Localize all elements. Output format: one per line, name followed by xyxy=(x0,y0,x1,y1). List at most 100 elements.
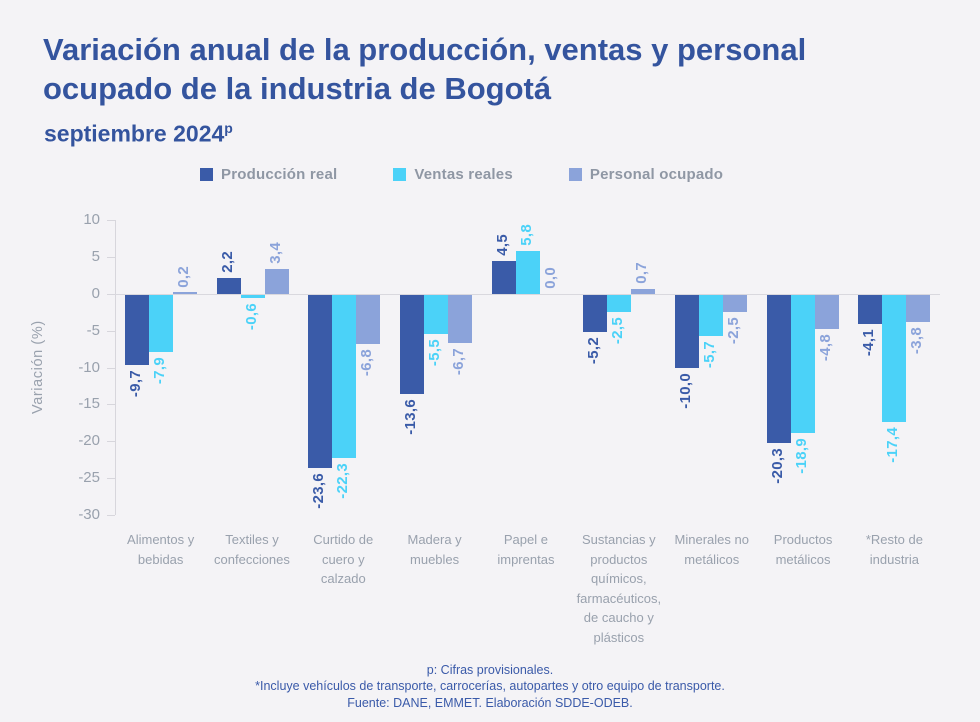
legend: Producción real Ventas reales Personal o… xyxy=(200,166,723,183)
bar-value-label-ventas-reales: -17,4 xyxy=(884,427,902,463)
bar-value-label-personal-ocupado: -3,8 xyxy=(908,326,926,354)
bar-value-label-producci-n-real: -13,6 xyxy=(401,399,419,435)
bar-chart: Variación (%) -9,7 2,2 -23,6 -13,6 4,5 -5,2 -1… xyxy=(0,205,980,655)
x-category-label: Textiles y confecciones xyxy=(214,532,290,567)
bar-value-label-ventas-reales: -18,9 xyxy=(792,438,810,474)
bar-value-label-producci-n-real: -20,3 xyxy=(768,448,786,485)
y-tick-mark xyxy=(107,293,115,295)
legend-swatch-icon xyxy=(568,168,582,181)
x-category-label: Papel e imprentas xyxy=(497,532,555,567)
bar-value-label-ventas-reales: 5,8 xyxy=(517,224,535,246)
y-tick-mark xyxy=(107,330,115,332)
y-tick-mark xyxy=(107,441,115,443)
bar-producci-n-real xyxy=(124,293,149,366)
bar-producci-n-real xyxy=(583,293,608,333)
bar-value-label-producci-n-real: -9,7 xyxy=(126,370,144,398)
y-tick-label: -30 xyxy=(78,506,100,523)
y-tick-mark xyxy=(107,256,115,258)
bar-producci-n-real xyxy=(766,293,791,444)
bar-personal-ocupado xyxy=(172,292,197,294)
x-category-label: Minerales no metálicos xyxy=(674,532,749,567)
y-tick-label: -25 xyxy=(78,469,100,487)
x-category-label: Sustancias y productos químicos, farmacé… xyxy=(576,532,662,645)
bar-ventas-reales xyxy=(148,293,173,352)
bar-personal-ocupado xyxy=(906,293,931,322)
x-axis-labels: Alimentos y bebidas Textiles y confeccion… xyxy=(115,530,940,647)
y-tick-mark xyxy=(107,515,115,516)
bar-value-label-ventas-reales: -5,7 xyxy=(700,340,718,368)
legend-label: Producción real xyxy=(221,166,338,183)
bar-value-label-personal-ocupado: -2,5 xyxy=(724,317,742,345)
y-tick-mark xyxy=(107,367,115,369)
bar-value-label-producci-n-real: -23,6 xyxy=(310,472,328,509)
bar-ventas-reales xyxy=(790,293,815,434)
bar-ventas-reales xyxy=(607,293,632,313)
bar-value-label-personal-ocupado: 0,2 xyxy=(174,265,192,288)
legend-swatch-icon xyxy=(393,168,407,181)
plot-area: -9,7 2,2 -23,6 -13,6 4,5 -5,2 -10,0 -20,3 -4,1 -7… xyxy=(115,220,940,515)
bar-producci-n-real xyxy=(491,260,516,294)
bar-producci-n-real xyxy=(399,293,424,395)
x-category-label: *Resto de industria xyxy=(865,532,923,567)
bar-value-label-producci-n-real: -4,1 xyxy=(860,328,878,357)
bar-value-label-personal-ocupado: -6,7 xyxy=(449,348,467,376)
bar-value-label-producci-n-real: 4,5 xyxy=(493,233,511,256)
footnotes: p: Cifras provisionales. *Incluye vehícu… xyxy=(0,662,980,711)
y-axis-line xyxy=(115,220,116,515)
footnote-source: Fuente: DANE, EMMET. Elaboración SDDE-OD… xyxy=(347,695,633,710)
y-tick-label: -5 xyxy=(86,321,100,339)
bar-ventas-reales xyxy=(882,293,907,423)
bar-personal-ocupado xyxy=(447,293,472,344)
subtitle: septiembre 2024p xyxy=(44,120,233,148)
bar-personal-ocupado xyxy=(356,293,381,344)
page-title: Variación anual de la producción, ventas… xyxy=(43,32,807,107)
bar-producci-n-real xyxy=(858,293,883,324)
bar-producci-n-real xyxy=(674,293,699,368)
y-tick-label: 10 xyxy=(83,211,100,228)
x-category-label: Productos metálicos xyxy=(773,532,833,567)
bar-value-label-producci-n-real: -10,0 xyxy=(676,372,694,409)
y-tick-label: -15 xyxy=(78,395,100,413)
y-tick-mark xyxy=(107,404,115,406)
bar-value-label-ventas-reales: -5,5 xyxy=(425,339,443,367)
bar-value-label-personal-ocupado: 0,7 xyxy=(633,261,651,284)
legend-item-personal-ocupado: Personal ocupado xyxy=(568,166,724,183)
bar-personal-ocupado xyxy=(722,293,747,313)
y-tick-label: 5 xyxy=(91,247,100,265)
y-tick-label: -20 xyxy=(78,432,100,450)
legend-item-ventas-reales: Ventas reales xyxy=(393,166,513,183)
footnote-provisional: p: Cifras provisionales. xyxy=(426,663,554,677)
subtitle-superscript: p xyxy=(224,120,233,136)
y-tick-label: -10 xyxy=(78,358,100,376)
bar-ventas-reales xyxy=(332,293,357,459)
legend-label: Ventas reales xyxy=(414,166,513,183)
legend-swatch-icon xyxy=(200,168,213,181)
bar-ventas-reales xyxy=(423,293,448,335)
bar-value-label-ventas-reales: -7,9 xyxy=(150,357,168,385)
y-axis-title: Variación (%) xyxy=(30,320,46,415)
x-category-label: Curtido de cuero y calzado xyxy=(313,532,374,586)
x-category-label: Madera y muebles xyxy=(407,532,462,567)
bar-personal-ocupado xyxy=(814,293,839,330)
bar-value-label-producci-n-real: -5,2 xyxy=(585,337,603,365)
legend-item-produccion-real: Producción real xyxy=(200,166,337,183)
y-tick-mark xyxy=(107,478,115,480)
bar-producci-n-real xyxy=(216,277,241,294)
y-tick-mark xyxy=(107,220,115,221)
zero-line xyxy=(115,293,940,295)
x-category-label: Alimentos y bebidas xyxy=(127,532,195,567)
legend-label: Personal ocupado xyxy=(589,166,724,183)
bar-value-label-personal-ocupado: -6,8 xyxy=(358,348,376,376)
y-tick-label: 0 xyxy=(91,284,100,302)
bar-ventas-reales xyxy=(515,250,540,294)
bar-value-label-personal-ocupado: 3,4 xyxy=(266,241,284,264)
bar-value-label-producci-n-real: 2,2 xyxy=(218,250,236,273)
bar-ventas-reales xyxy=(698,293,723,336)
bar-personal-ocupado xyxy=(631,288,656,294)
bar-value-label-ventas-reales: -22,3 xyxy=(334,463,352,499)
bar-value-label-personal-ocupado: -4,8 xyxy=(816,334,834,362)
bar-value-label-ventas-reales: -0,6 xyxy=(242,303,260,331)
subtitle-text: septiembre 2024 xyxy=(44,120,225,147)
bar-producci-n-real xyxy=(308,293,333,468)
